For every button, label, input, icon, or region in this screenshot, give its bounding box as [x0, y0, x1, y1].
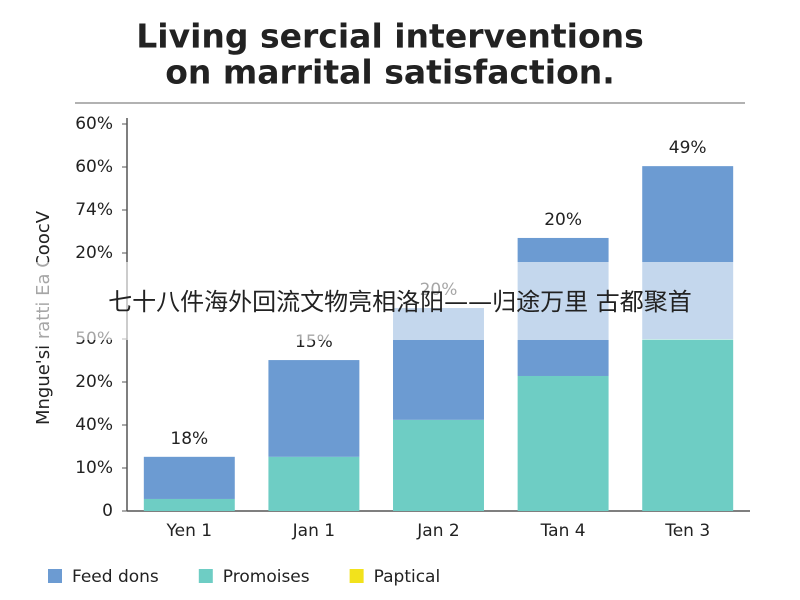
y-tick-label: 0	[102, 501, 113, 521]
y-tick-label: 20%	[75, 372, 113, 392]
bar-segment	[268, 456, 360, 511]
bar-annotation: 49%	[669, 138, 707, 158]
y-tick-label: 60%	[75, 157, 113, 177]
bar-segment	[642, 339, 734, 511]
bar-segment	[143, 498, 235, 511]
legend-label: Promoises	[223, 567, 310, 587]
bar-annotation: 18%	[170, 429, 208, 449]
y-tick-label: 60%	[75, 114, 113, 134]
x-tick-label: Jan 1	[292, 521, 335, 541]
caption-banner	[0, 262, 800, 340]
bar-segment	[268, 360, 360, 457]
legend-swatch	[48, 569, 62, 583]
y-tick-label: 40%	[75, 415, 113, 435]
y-tick-label: 20%	[75, 243, 113, 263]
bar-segment	[517, 375, 609, 511]
x-tick-label: Jan 2	[416, 521, 459, 541]
chart-title: on marrital satisfaction.	[165, 53, 615, 92]
bar-annotation: 20%	[544, 210, 582, 230]
x-tick-label: Tan 4	[540, 521, 586, 541]
overlay-caption: 七十八件海外回流文物亮相洛阳——归途万里 古都聚首	[108, 288, 692, 316]
x-tick-label: Yen 1	[166, 521, 213, 541]
legend-label: Paptical	[374, 567, 441, 587]
legend-label: Feed dons	[72, 567, 159, 587]
chart-title: Living sercial interventions	[136, 17, 644, 56]
bar-segment	[143, 456, 235, 499]
y-tick-label: 10%	[75, 458, 113, 478]
bar-segment	[393, 419, 484, 511]
legend-swatch	[198, 569, 213, 583]
x-tick-label: Ten 3	[664, 521, 710, 541]
legend-swatch	[349, 569, 364, 583]
y-tick-label: 74%	[75, 200, 113, 220]
